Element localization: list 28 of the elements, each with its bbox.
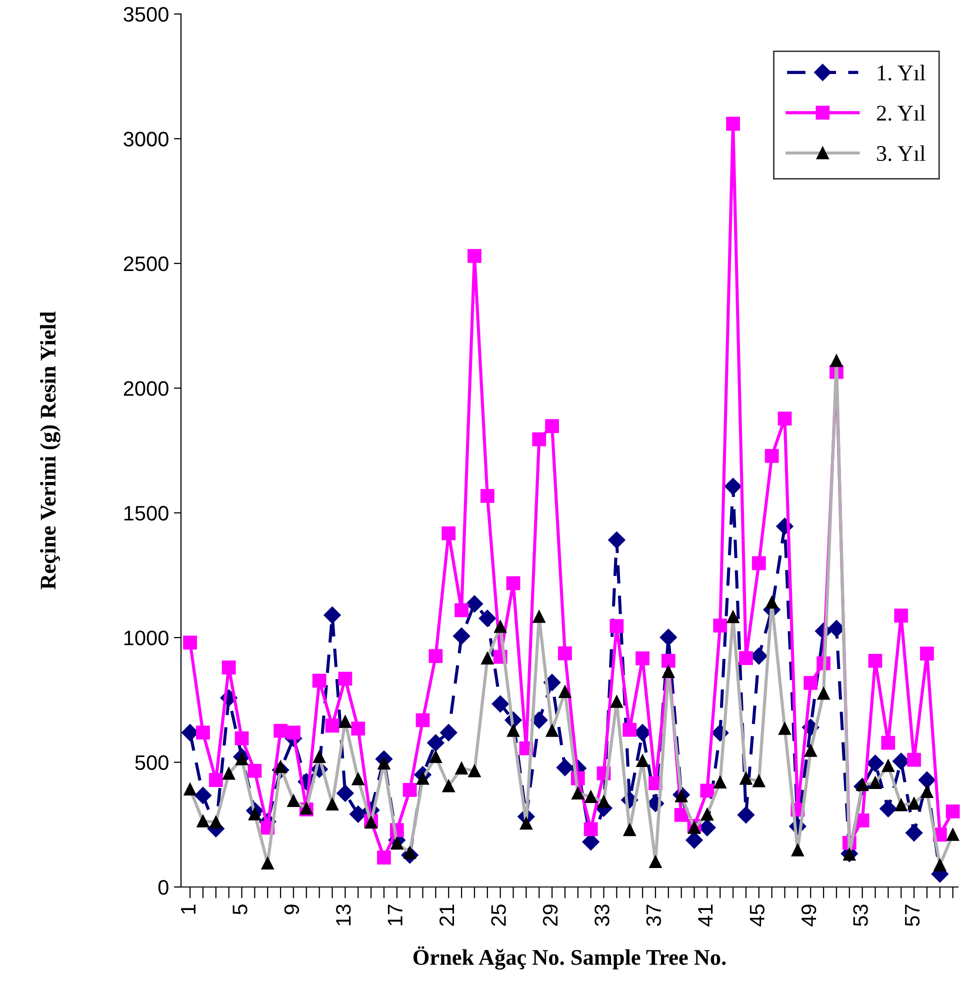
- x-tick-label: 1: [181, 904, 196, 914]
- y-tick-label: 3000: [124, 132, 168, 146]
- x-tick-label: 53: [853, 904, 868, 926]
- y-axis-title: Reçine Verimi (g) Resin Yield: [40, 311, 60, 590]
- x-tick-label: 9: [284, 904, 300, 914]
- x-tick-label: 5: [232, 904, 248, 914]
- x-tick-label: 45: [750, 904, 764, 926]
- y-tick-label: 500: [135, 755, 168, 770]
- x-tick-label: 29: [542, 904, 558, 926]
- x-tick-label: 37: [646, 904, 662, 926]
- x-axis-title: Örnek Ağaç No. Sample Tree No.: [413, 946, 726, 970]
- x-tick-label: 41: [698, 904, 713, 926]
- x-tick-label: 13: [336, 904, 351, 926]
- x-tick-label: 49: [801, 904, 816, 926]
- y-tick-label: 2000: [124, 381, 168, 396]
- x-tick-label: 17: [388, 904, 402, 926]
- legend-label: 1. Yıl: [878, 64, 926, 81]
- y-tick-label: 2500: [124, 256, 168, 272]
- x-tick-label: 21: [439, 904, 454, 926]
- legend-label: 2. Yıl: [876, 105, 926, 121]
- legend-label: 3. Yıl: [877, 145, 926, 162]
- x-tick-label: 25: [491, 904, 506, 926]
- y-tick-label: 1500: [124, 506, 168, 521]
- x-tick-label: 57: [905, 904, 920, 926]
- y-tick-label: 3500: [124, 7, 168, 22]
- y-tick-label: 0: [158, 880, 168, 895]
- y-tick-label: 1000: [124, 630, 168, 646]
- x-tick-label: 33: [594, 904, 610, 926]
